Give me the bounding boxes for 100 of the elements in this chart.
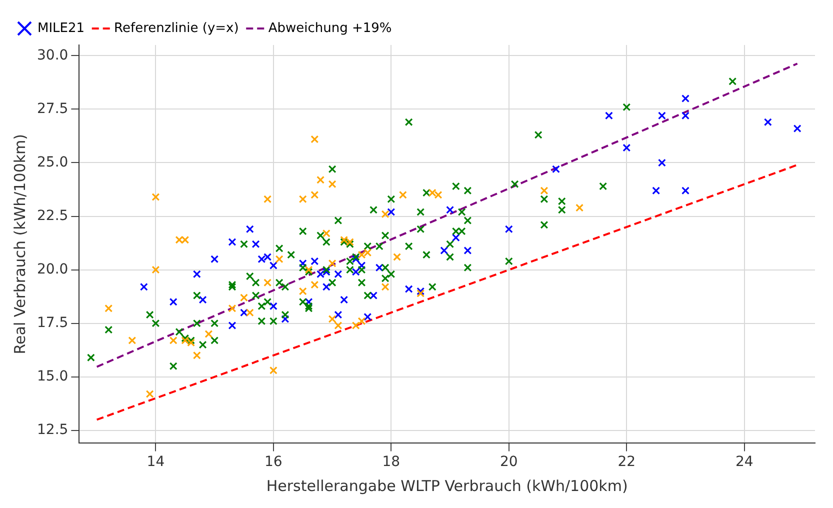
y-tick-label: 25.0 (37, 154, 68, 170)
y-axis-title: Real Verbrauch (kWh/100km) (10, 134, 29, 354)
point (228, 321, 236, 330)
point (358, 317, 366, 326)
legend-label: Abweichung +19% (268, 20, 392, 36)
point (428, 188, 436, 197)
point (446, 206, 454, 214)
point (181, 236, 190, 244)
point (352, 268, 360, 276)
y-tick-label: 15.0 (37, 368, 68, 384)
x-tick-label: 16 (264, 454, 282, 470)
point (264, 278, 272, 287)
point (192, 270, 201, 278)
point (540, 186, 548, 195)
point (269, 262, 278, 270)
point (381, 210, 390, 218)
point (328, 259, 336, 268)
point (140, 282, 148, 291)
point (334, 270, 342, 278)
point (298, 259, 307, 268)
point (793, 124, 802, 132)
point (192, 351, 201, 360)
point (375, 264, 384, 272)
point (352, 255, 360, 264)
point (228, 304, 236, 312)
point (334, 310, 342, 319)
point (240, 308, 248, 317)
x-axis-title: Herstellerangabe WLTP Verbrauch (kWh/100km) (266, 476, 628, 495)
point (246, 225, 254, 234)
point (346, 238, 354, 246)
point (658, 112, 666, 120)
y-tick-label: 30.0 (37, 47, 68, 64)
x-tick-label: 14 (146, 454, 165, 470)
point (298, 287, 307, 296)
point (328, 180, 336, 188)
point (316, 270, 325, 278)
point (358, 250, 366, 259)
point (576, 204, 584, 212)
point (152, 193, 160, 201)
point (210, 255, 219, 264)
point (252, 240, 260, 248)
point (452, 234, 460, 242)
point (464, 246, 472, 255)
point (404, 285, 413, 294)
x-tick-label: 22 (618, 454, 636, 470)
y-tick-label: 17.5 (37, 314, 68, 331)
point (310, 257, 319, 266)
point (393, 252, 402, 261)
point (269, 302, 278, 310)
x-tick-label: 20 (500, 454, 518, 470)
point (204, 330, 213, 338)
point (169, 298, 178, 306)
point (128, 336, 136, 344)
point (228, 238, 236, 246)
point (622, 144, 631, 152)
point (322, 282, 330, 291)
point (264, 252, 272, 261)
point (275, 255, 284, 264)
point (340, 296, 348, 304)
point (169, 336, 178, 344)
point (764, 118, 772, 126)
point (316, 176, 325, 184)
point (364, 312, 372, 321)
point (328, 315, 336, 324)
point (652, 186, 660, 195)
point (370, 292, 378, 300)
point (440, 246, 448, 255)
point (658, 158, 666, 167)
point (146, 390, 154, 398)
point (364, 248, 372, 257)
y-tick-label: 20.0 (37, 261, 68, 278)
point (310, 135, 319, 144)
point (682, 186, 690, 195)
x-tick-label: 24 (735, 454, 754, 470)
point (504, 225, 513, 234)
point (310, 190, 319, 199)
legend-label: MILE21 (38, 20, 85, 36)
point (269, 366, 278, 374)
point (552, 165, 560, 174)
point (604, 112, 613, 120)
point (387, 208, 396, 216)
point (358, 262, 366, 270)
point (352, 321, 360, 330)
point (187, 338, 195, 347)
point (322, 229, 330, 238)
point (682, 94, 690, 103)
point (175, 236, 184, 244)
point (152, 266, 160, 274)
point (381, 282, 390, 291)
y-tick-label: 22.5 (37, 208, 68, 224)
point (258, 255, 266, 264)
point (264, 195, 272, 204)
point (298, 195, 307, 204)
y-tick-label: 27.5 (37, 100, 68, 117)
point (240, 294, 248, 302)
legend-label: Referenzlinie (y=x) (114, 20, 239, 36)
point (304, 298, 313, 306)
point (682, 112, 690, 120)
x-tick-label: 18 (382, 454, 400, 470)
point (246, 308, 254, 317)
